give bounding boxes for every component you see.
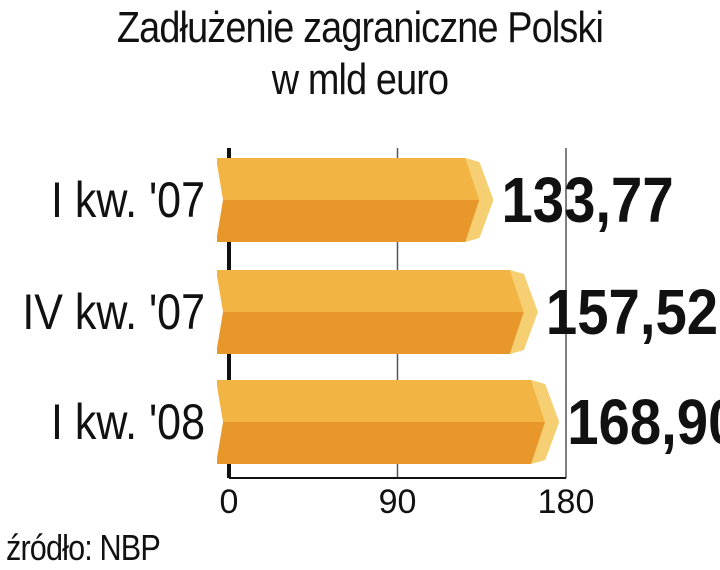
x-tick-label-180: 180 (538, 483, 595, 521)
chart-title-line-2: w mld euro (271, 55, 449, 104)
category-label-1: IV kw. '07 (22, 284, 205, 340)
bar-tip-1 (509, 270, 538, 354)
bar-bottom-2 (217, 422, 546, 464)
value-label-1: 157,52 (546, 276, 718, 348)
bar-bottom-1 (217, 312, 524, 354)
value-label-2: 168,90 (567, 386, 720, 458)
bar-tip-0 (465, 158, 494, 242)
bar-top-1 (217, 270, 524, 312)
value-label-0: 133,77 (501, 164, 673, 236)
chart-title-line-1: Zadłużenie zagraniczne Polski (116, 3, 604, 52)
bar-bottom-0 (217, 200, 480, 242)
category-label-0: I kw. '07 (51, 172, 205, 228)
bar-tip-2 (531, 380, 560, 464)
bar-top-2 (217, 380, 546, 422)
bar-top-0 (217, 158, 480, 200)
chart-title: Zadłużenie zagraniczne Polski w mld euro (50, 2, 669, 106)
category-label-2: I kw. '08 (51, 394, 205, 450)
x-tick-label-0: 0 (220, 483, 239, 521)
x-tick-label-90: 90 (379, 483, 417, 521)
source-note: źródło: NBP (6, 527, 161, 568)
